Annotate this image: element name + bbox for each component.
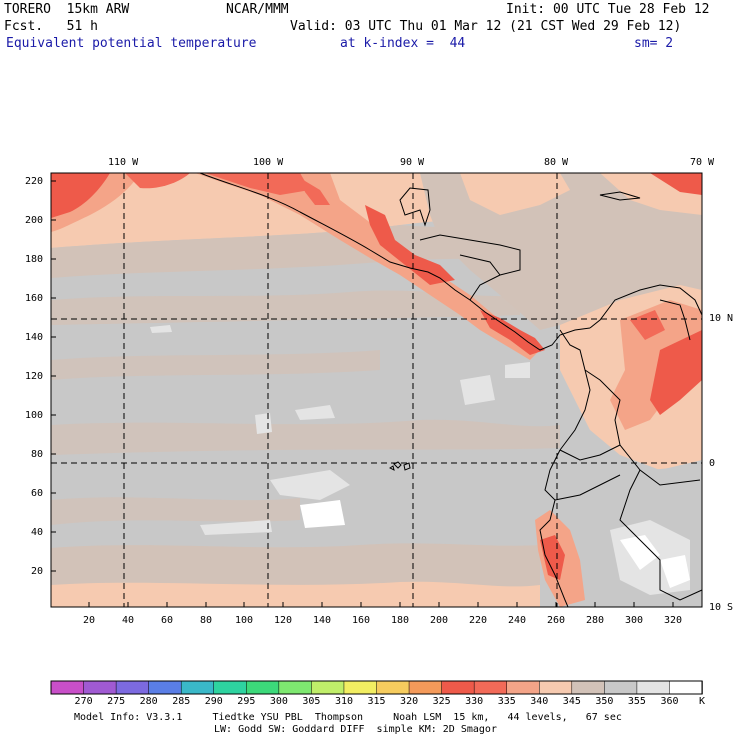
lon-label-70w: 70 W	[690, 157, 715, 168]
model-info-line1: Model Info: V3.3.1 Tiedtke YSU PBL Thomp…	[74, 712, 622, 723]
x-tick-label: 20	[83, 615, 96, 626]
smoothing-info: sm= 2	[634, 36, 674, 51]
y-tick-label: 60	[31, 488, 44, 499]
model-title: TORERO 15km ARW	[4, 2, 130, 17]
valid-time: Valid: 03 UTC Thu 01 Mar 12 (21 CST Wed …	[290, 19, 682, 34]
x-tick-label: 180	[391, 615, 410, 626]
x-tick-marks	[88, 602, 674, 607]
model-info-line2: LW: Godd SW: Goddard DIFF simple KM: 2D …	[214, 724, 497, 735]
colorbar-label: 270	[74, 696, 93, 707]
x-tick-label: 140	[313, 615, 332, 626]
colorbar-label: 325	[432, 696, 451, 707]
y-tick-label: 160	[25, 293, 44, 304]
colorbar-swatch	[148, 680, 182, 695]
x-tick-label: 40	[122, 615, 135, 626]
colorbar-swatch	[539, 680, 573, 695]
colorbar-swatch	[343, 680, 378, 695]
colorbar-label: 285	[172, 696, 191, 707]
theta-e-field	[51, 173, 702, 607]
colorbar-swatch	[115, 680, 150, 695]
colorbar-label: 335	[497, 696, 516, 707]
forecast-hour: Fcst. 51 h	[4, 19, 98, 34]
x-tick-label: 300	[625, 615, 644, 626]
colorbar-swatch	[83, 680, 117, 695]
colorbar-swatch	[506, 680, 541, 695]
center-name: NCAR/MMM	[226, 2, 289, 17]
x-tick-label: 220	[469, 615, 488, 626]
colorbar-swatch	[376, 680, 410, 695]
colorbar-swatch	[213, 680, 248, 695]
colorbar-label: 305	[302, 696, 321, 707]
lat-label-10s: 10 S	[709, 602, 734, 613]
colorbar-label: 310	[334, 696, 353, 707]
colorbar-label: 340	[530, 696, 549, 707]
x-tick-label: 100	[235, 615, 254, 626]
colorbar-swatch	[669, 680, 703, 695]
colorbar-swatch	[50, 680, 85, 695]
colorbar-label: 320	[400, 696, 419, 707]
colorbar-frame	[50, 680, 703, 695]
colorbar-swatch	[571, 680, 606, 695]
colorbar-swatch	[636, 680, 671, 695]
coastlines	[199, 172, 703, 608]
y-tick-label: 140	[25, 332, 44, 343]
colorbar-label: 280	[139, 696, 158, 707]
colorbar-label: 345	[562, 696, 581, 707]
lat-label-eq: 0	[709, 458, 716, 469]
y-tick-label: 220	[25, 176, 44, 187]
latlon-grid	[51, 173, 702, 607]
colorbar-label: 330	[465, 696, 484, 707]
y-tick-label: 120	[25, 371, 44, 382]
colorbar-swatch	[246, 680, 280, 695]
colorbar-swatch	[311, 680, 345, 695]
x-tick-label: 60	[161, 615, 174, 626]
colorbar-label: 355	[627, 696, 646, 707]
y-tick-label: 200	[25, 215, 44, 226]
x-tick-label: 80	[200, 615, 213, 626]
colorbar-label: 300	[269, 696, 288, 707]
x-tick-label: 120	[274, 615, 293, 626]
level-info: at k-index = 44	[340, 36, 466, 51]
colorbar-swatch	[473, 680, 508, 695]
colorbar-swatch	[408, 680, 443, 695]
x-tick-label: 260	[547, 615, 566, 626]
y-tick-label: 180	[25, 254, 44, 265]
x-tick-label: 280	[586, 615, 605, 626]
colorbar-swatch	[441, 680, 475, 695]
y-tick-marks	[51, 180, 56, 572]
colorbar	[50, 680, 703, 695]
colorbar-label: 290	[204, 696, 223, 707]
x-tick-label: 160	[352, 615, 371, 626]
y-tick-label: 100	[25, 410, 44, 421]
y-tick-label: 20	[31, 566, 44, 577]
x-tick-label: 240	[508, 615, 527, 626]
lon-label-100w: 100 W	[253, 157, 284, 168]
init-time: Init: 00 UTC Tue 28 Feb 12	[506, 2, 710, 17]
colorbar-swatch	[604, 680, 638, 695]
colorbar-label: 315	[367, 696, 386, 707]
colorbar-label: 275	[107, 696, 126, 707]
lon-label-110w: 110 W	[108, 157, 139, 168]
colorbar-label: 360	[660, 696, 679, 707]
lat-label-10n: 10 N	[709, 313, 734, 324]
lon-label-90w: 90 W	[400, 157, 425, 168]
colorbar-label: 350	[595, 696, 614, 707]
lon-label-80w: 80 W	[544, 157, 569, 168]
field-name: Equivalent potential temperature	[6, 36, 257, 51]
y-tick-label: 40	[31, 527, 44, 538]
plot-frame	[50, 172, 703, 608]
colorbar-unit: K	[699, 696, 706, 707]
colorbar-swatch	[180, 680, 215, 695]
colorbar-swatch	[278, 680, 313, 695]
colorbar-label: 295	[237, 696, 256, 707]
x-tick-label: 200	[430, 615, 449, 626]
x-tick-label: 320	[664, 615, 683, 626]
y-tick-label: 80	[31, 449, 44, 460]
